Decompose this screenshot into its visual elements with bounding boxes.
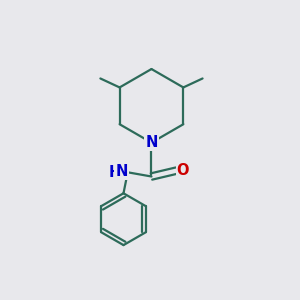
Text: N: N [116,164,128,179]
Text: H: H [109,165,121,180]
Text: N: N [145,135,158,150]
Text: O: O [177,163,189,178]
